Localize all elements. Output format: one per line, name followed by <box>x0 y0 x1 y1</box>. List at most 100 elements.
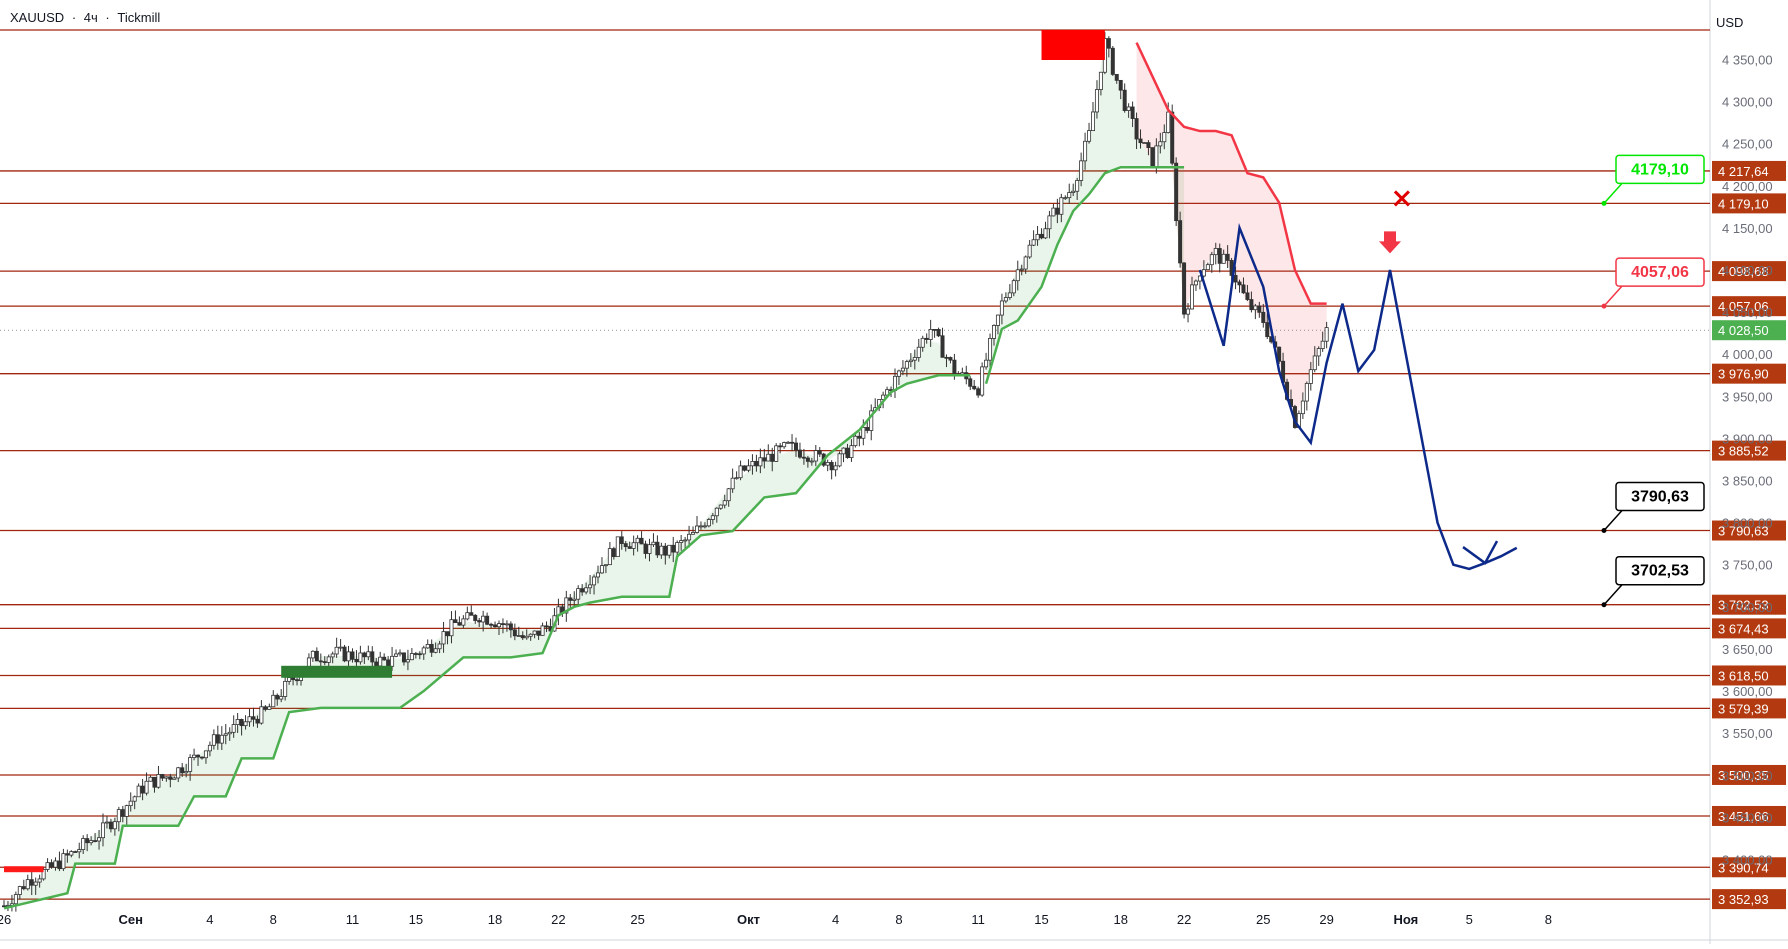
candle-body <box>275 694 280 700</box>
candle-body <box>251 716 256 720</box>
candle-body <box>504 623 509 626</box>
candle-body <box>184 771 189 774</box>
candle-body <box>944 356 949 359</box>
level-price-badge <box>1712 160 1786 181</box>
candle-body <box>568 597 573 601</box>
candle-body <box>714 507 719 517</box>
x-tick-label: 8 <box>895 912 902 927</box>
candle-body <box>750 461 755 467</box>
candle-body <box>485 615 490 625</box>
candle-body <box>508 623 513 631</box>
candle-body <box>841 447 846 455</box>
candle-body <box>283 680 288 697</box>
candle-body <box>433 648 438 653</box>
candle-body <box>203 750 208 759</box>
candle-body <box>227 731 232 735</box>
candle-body <box>647 544 652 554</box>
candle-body <box>314 650 319 662</box>
candle-body <box>401 652 406 663</box>
candle-body <box>17 886 22 895</box>
candle-body <box>1265 322 1270 338</box>
candle-body <box>1019 268 1024 271</box>
candle-body <box>516 635 521 637</box>
candle-body <box>988 337 993 361</box>
candle-body <box>520 635 525 639</box>
candle-body <box>1055 207 1060 215</box>
candle-body <box>960 372 965 375</box>
level-price-label: 4 217,64 <box>1718 164 1769 179</box>
candle-body <box>1182 262 1187 315</box>
level-price-badge <box>1712 889 1786 910</box>
candle-body <box>1320 340 1325 349</box>
candle-body <box>746 465 751 471</box>
candle-body <box>188 757 193 772</box>
candle-body <box>572 598 577 601</box>
candle-body <box>417 653 422 656</box>
candle-body <box>734 477 739 480</box>
candle-body <box>615 536 620 558</box>
candle-body <box>512 629 517 637</box>
candle-body <box>698 525 703 528</box>
candle-body <box>219 734 224 744</box>
candle-body <box>1233 275 1238 283</box>
x-tick-label: 29 <box>1319 912 1333 927</box>
level-price-label: 3 618,50 <box>1718 668 1769 683</box>
candle-body <box>1154 145 1159 167</box>
candle-body <box>1071 190 1076 193</box>
candle-body <box>722 500 727 506</box>
candle-body <box>611 548 616 558</box>
candle-body <box>1047 215 1052 230</box>
candle-body <box>263 706 268 710</box>
candle-body <box>726 488 731 502</box>
candle-body <box>61 853 66 870</box>
time-axis[interactable]: 26 Сен 4 8 11 15 18 22 25 Окт 4 8 11 15 18 22 25 29 Ноя 5 8 <box>0 912 1552 927</box>
x-tick-label: 8 <box>270 912 277 927</box>
y-tick-label: 4 100,00 <box>1722 263 1773 278</box>
candle-body <box>461 618 466 626</box>
resistance-trail-line <box>1135 42 1327 305</box>
candle-body <box>1241 284 1246 294</box>
y-tick-label: 3 750,00 <box>1722 558 1773 573</box>
candle-body <box>603 564 608 567</box>
callout-box <box>1615 481 1705 512</box>
candle-body <box>797 449 802 458</box>
candle-body <box>1118 79 1123 91</box>
x-tick-label: 15 <box>1034 912 1048 927</box>
candle-body <box>683 539 688 542</box>
candle-body <box>809 460 814 463</box>
x-tick-label: 25 <box>1256 912 1270 927</box>
candle-body <box>805 457 810 462</box>
candle-body <box>916 346 921 358</box>
x-tick-label: 25 <box>630 912 644 927</box>
zone-marker <box>1041 30 1105 60</box>
price-axis[interactable]: 4 217,64 4 179,10 4 098,68 4 057,06 3 976,90… <box>1712 52 1786 910</box>
candle-body <box>1063 197 1068 200</box>
level-price-badge <box>1712 805 1786 826</box>
candle-body <box>1015 269 1020 282</box>
candle-body <box>390 655 395 667</box>
candle-body <box>409 653 414 661</box>
candle-body <box>1003 297 1008 302</box>
candle-body <box>164 776 169 779</box>
candle-body <box>794 442 799 451</box>
level-price-label: 3 390,74 <box>1718 860 1769 875</box>
x-tick-label: 26 <box>0 912 11 927</box>
x-tick-label: 15 <box>409 912 423 927</box>
candle-body <box>397 652 402 655</box>
currency-label[interactable]: USD <box>1716 15 1743 30</box>
candle-body <box>207 744 212 752</box>
candle-body <box>338 646 343 649</box>
candle-body <box>449 619 454 637</box>
candle-body <box>108 821 113 830</box>
candle-body <box>247 716 252 723</box>
level-price-label: 4 098,68 <box>1718 264 1769 279</box>
candle-body <box>326 656 331 663</box>
candle-body <box>782 442 787 448</box>
candle-body <box>65 853 70 856</box>
level-price-badge <box>1712 363 1786 384</box>
candle-body <box>211 734 216 746</box>
candle-body <box>1122 89 1127 111</box>
candle-body <box>1316 348 1321 357</box>
callout-box <box>1615 257 1705 287</box>
